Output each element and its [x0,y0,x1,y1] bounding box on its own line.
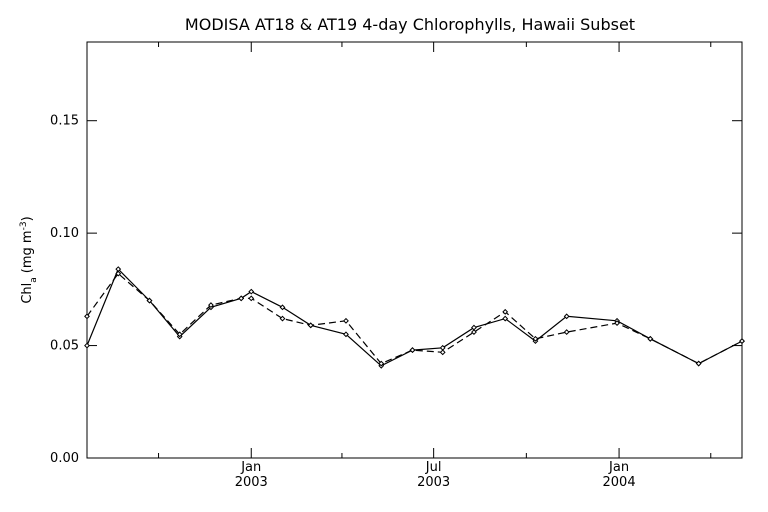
plot-frame [86,41,743,459]
y-axis-label-units-sup: -3 [19,221,29,230]
data-point-dashed [248,295,255,302]
data-point-solid [502,315,509,322]
x-tick-label-year: 2003 [235,475,268,490]
data-point-solid [279,304,286,311]
data-point-dashed [502,308,509,315]
series-layer [84,266,745,369]
y-tick-label: 0.00 [50,451,79,466]
data-point-dashed [238,295,245,302]
data-point-dashed [647,335,654,342]
y-tick-label: 0.10 [50,226,79,241]
x-tick-label-month: Jul [425,460,442,475]
data-point-dashed [279,315,286,322]
data-point-dashed [84,313,90,320]
x-tick-label-month: Jan [240,460,261,475]
y-axis-label-units-prefix: (mg m [20,230,35,273]
data-point-dashed [176,331,183,338]
y-axis-label-sub: a [29,277,39,283]
x-tick-label-month: Jan [608,460,629,475]
data-point-dashed [146,297,153,304]
data-point-dashed [208,302,214,308]
data-point-dashed [695,360,702,367]
data-point-dashed [307,322,314,329]
data-point-dashed [343,317,349,324]
data-point-dashed [471,329,477,335]
y-axis-label-units-suffix: ) [20,216,35,221]
data-point-dashed [409,347,416,353]
y-tick-label: 0.15 [50,114,79,129]
y-axis-label: Chla (mg m-3) [19,216,39,303]
data-point-dashed [563,329,570,335]
y-tick-label: 0.05 [50,339,79,354]
data-point-dashed [532,335,539,342]
data-point-solid [84,342,90,349]
x-tick-label-year: 2004 [603,475,636,490]
x-tick-label-year: 2003 [417,475,450,490]
chart-title: MODISA AT18 & AT19 4-day Chlorophylls, H… [185,15,635,34]
data-point-dashed [439,349,446,356]
data-point-solid [343,331,349,338]
data-point-solid [248,288,255,295]
data-point-solid [563,313,570,320]
data-point-dashed [378,360,385,367]
data-point-dashed [739,338,745,344]
data-point-dashed [115,270,122,277]
y-axis-label-main: Chl [20,283,35,304]
data-point-dashed [614,320,620,326]
series-line-solid [86,268,743,367]
